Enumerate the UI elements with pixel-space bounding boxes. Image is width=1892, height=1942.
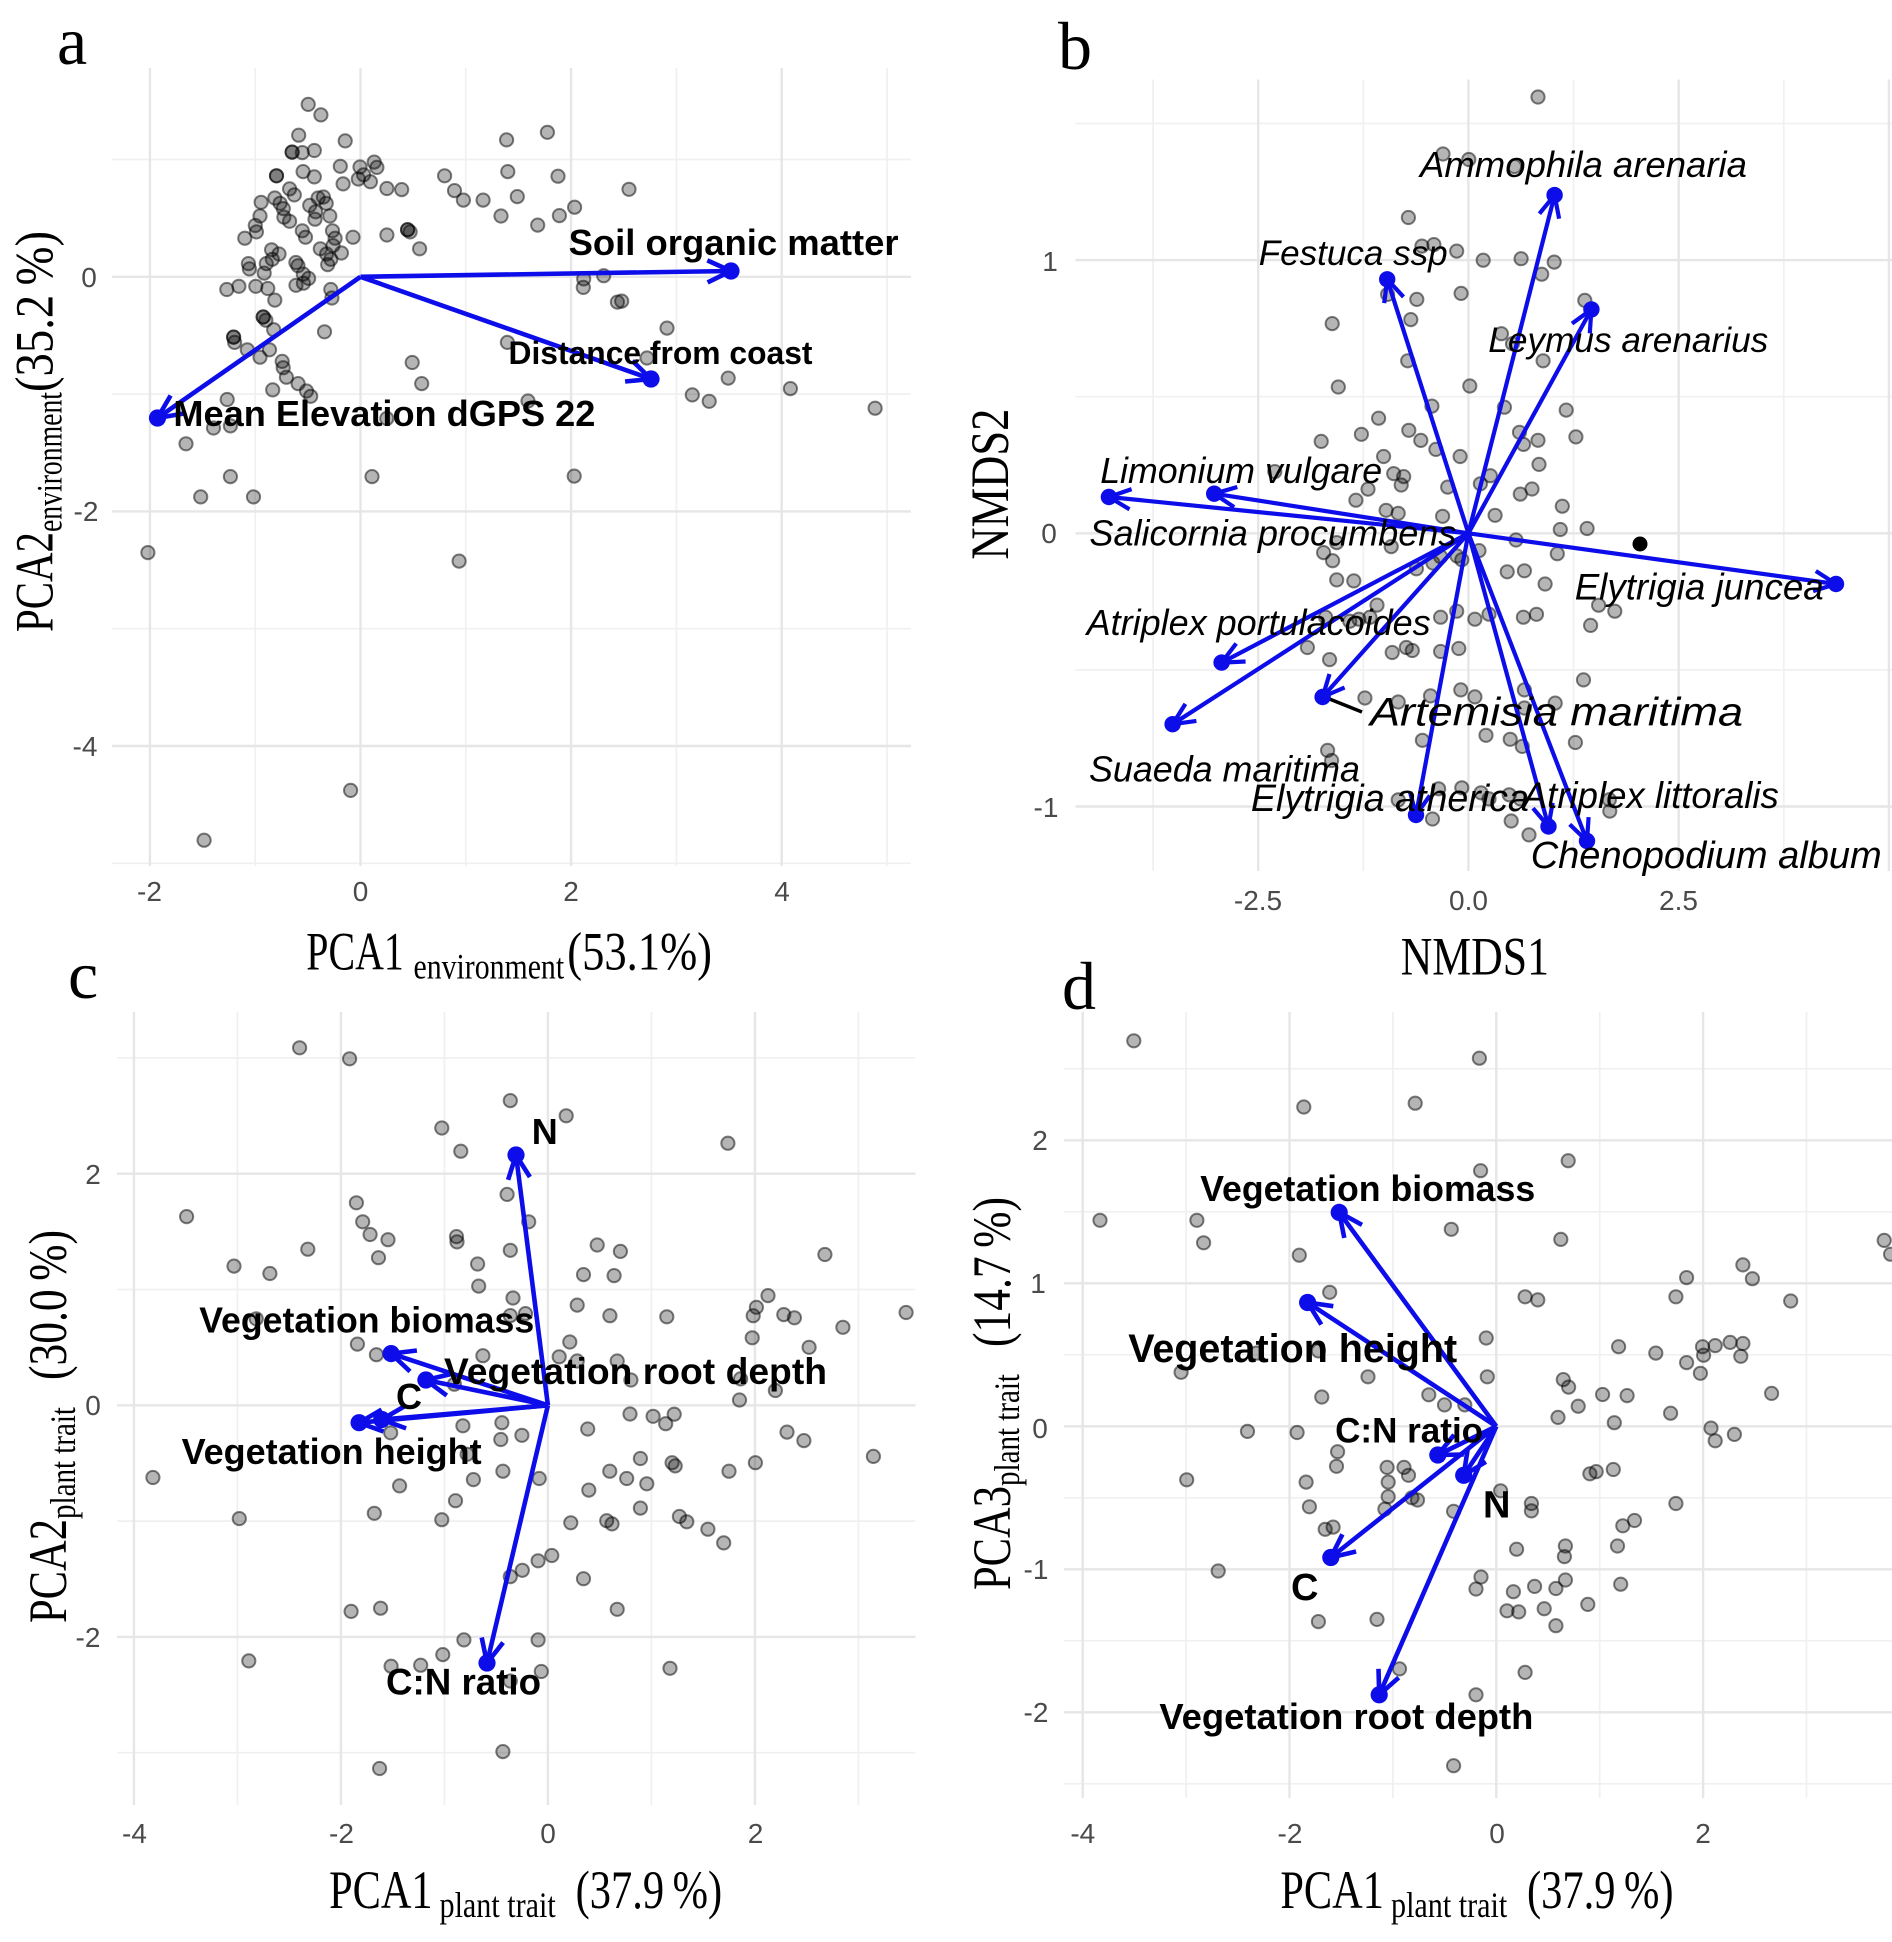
svg-text:Atriplex portulacoides: Atriplex portulacoides bbox=[1085, 602, 1431, 643]
svg-text:Suaeda maritima: Suaeda maritima bbox=[1089, 749, 1360, 789]
svg-text:2: 2 bbox=[563, 876, 579, 907]
svg-text:Vegetation biomass: Vegetation biomass bbox=[1200, 1169, 1535, 1209]
svg-text:plant trait: plant trait bbox=[987, 1374, 1027, 1486]
svg-text:2: 2 bbox=[748, 1818, 764, 1849]
svg-text:Ammophila arenaria: Ammophila arenaria bbox=[1418, 144, 1747, 185]
svg-text:PCA2: PCA2 bbox=[18, 1519, 78, 1623]
svg-text:(35.2 %): (35.2 %) bbox=[5, 231, 65, 392]
svg-text:-2: -2 bbox=[137, 876, 162, 907]
svg-text:NMDS2: NMDS2 bbox=[960, 409, 1020, 560]
svg-text:-2: -2 bbox=[74, 496, 99, 527]
svg-text:C: C bbox=[1291, 1567, 1318, 1609]
svg-text:0: 0 bbox=[1032, 1413, 1048, 1444]
svg-text:Elytrigia atherica: Elytrigia atherica bbox=[1251, 777, 1529, 819]
svg-text:Distance from coast: Distance from coast bbox=[509, 335, 813, 371]
svg-text:PCA3: PCA3 bbox=[962, 1486, 1022, 1590]
svg-text:2: 2 bbox=[1032, 1125, 1048, 1156]
svg-text:-2: -2 bbox=[329, 1818, 354, 1849]
svg-text:N: N bbox=[1483, 1484, 1510, 1526]
svg-text:-1: -1 bbox=[1034, 792, 1059, 823]
svg-text:plant trait: plant trait bbox=[43, 1407, 83, 1519]
svg-text:0: 0 bbox=[1489, 1818, 1505, 1849]
svg-text:Atriplex littoralis: Atriplex littoralis bbox=[1521, 775, 1779, 816]
svg-text:-4: -4 bbox=[73, 731, 98, 762]
svg-text:PCA1: PCA1 bbox=[1280, 1860, 1384, 1920]
svg-text:d: d bbox=[1062, 948, 1096, 1024]
svg-text:b: b bbox=[1058, 8, 1092, 84]
svg-text:(37.9 %): (37.9 %) bbox=[576, 1860, 723, 1920]
svg-text:PCA1: PCA1 bbox=[329, 1860, 433, 1920]
svg-text:C: C bbox=[396, 1376, 422, 1417]
svg-text:0: 0 bbox=[1041, 518, 1057, 549]
svg-text:1: 1 bbox=[1042, 246, 1058, 277]
svg-text:1: 1 bbox=[1030, 1268, 1046, 1299]
svg-text:2: 2 bbox=[1695, 1818, 1711, 1849]
svg-text:environment: environment bbox=[414, 947, 565, 987]
svg-text:Vegetation root depth: Vegetation root depth bbox=[444, 1350, 827, 1392]
svg-text:NMDS1: NMDS1 bbox=[1401, 927, 1549, 987]
svg-text:Chenopodium album: Chenopodium album bbox=[1531, 835, 1882, 877]
svg-text:N: N bbox=[532, 1111, 558, 1152]
svg-text:plant trait: plant trait bbox=[1391, 1885, 1507, 1925]
svg-text:0: 0 bbox=[85, 1390, 101, 1421]
svg-text:Vegetation root depth: Vegetation root depth bbox=[1159, 1696, 1533, 1737]
svg-text:0: 0 bbox=[353, 876, 369, 907]
svg-text:2: 2 bbox=[85, 1159, 101, 1190]
svg-text:-4: -4 bbox=[122, 1818, 147, 1849]
svg-text:Vegetation height: Vegetation height bbox=[182, 1431, 482, 1472]
svg-text:Mean Elevation dGPS 22: Mean Elevation dGPS 22 bbox=[173, 393, 595, 434]
svg-text:Leymus arenarius: Leymus arenarius bbox=[1488, 321, 1768, 360]
svg-text:(37.9 %): (37.9 %) bbox=[1527, 1860, 1674, 1920]
svg-text:0: 0 bbox=[81, 262, 97, 293]
svg-text:-2.5: -2.5 bbox=[1234, 885, 1282, 916]
svg-text:Artemisia maritima: Artemisia maritima bbox=[1368, 691, 1743, 735]
svg-text:0: 0 bbox=[540, 1818, 556, 1849]
svg-text:(30.0 %): (30.0 %) bbox=[18, 1230, 78, 1380]
svg-text:-2: -2 bbox=[76, 1622, 101, 1653]
svg-text:C:N ratio: C:N ratio bbox=[1335, 1412, 1483, 1451]
svg-text:Festuca ssp: Festuca ssp bbox=[1259, 234, 1448, 273]
svg-text:-2: -2 bbox=[1278, 1818, 1303, 1849]
svg-text:-1: -1 bbox=[1024, 1554, 1049, 1585]
svg-text:-2: -2 bbox=[1024, 1697, 1049, 1728]
svg-text:Soil organic matter: Soil organic matter bbox=[569, 222, 899, 263]
svg-text:c: c bbox=[68, 937, 98, 1013]
svg-text:Vegetation biomass: Vegetation biomass bbox=[199, 1301, 534, 1341]
svg-text:Vegetation height: Vegetation height bbox=[1128, 1327, 1457, 1371]
svg-text:C:N ratio: C:N ratio bbox=[386, 1662, 541, 1703]
svg-text:Salicornia procumbens: Salicornia procumbens bbox=[1089, 513, 1456, 554]
svg-text:2.5: 2.5 bbox=[1659, 885, 1698, 916]
svg-text:(14.7 %): (14.7 %) bbox=[962, 1197, 1022, 1347]
svg-text:Limonium vulgare: Limonium vulgare bbox=[1100, 451, 1382, 491]
svg-text:-4: -4 bbox=[1070, 1818, 1095, 1849]
svg-text:4: 4 bbox=[774, 876, 790, 907]
svg-text:plant trait: plant trait bbox=[440, 1885, 556, 1925]
svg-text:a: a bbox=[57, 3, 87, 79]
svg-text:PCA2: PCA2 bbox=[5, 532, 65, 632]
svg-text:0.0: 0.0 bbox=[1449, 885, 1488, 916]
svg-text:environment: environment bbox=[30, 392, 70, 532]
svg-text:(53.1%): (53.1%) bbox=[567, 922, 712, 982]
svg-text:PCA1: PCA1 bbox=[306, 922, 404, 982]
svg-text:Elytrigia juncea: Elytrigia juncea bbox=[1575, 566, 1824, 607]
